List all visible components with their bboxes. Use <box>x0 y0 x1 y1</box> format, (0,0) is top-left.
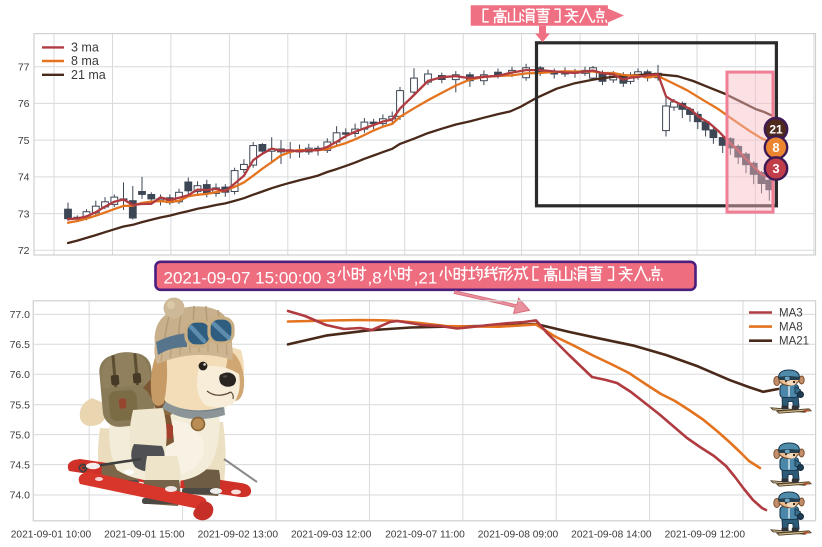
svg-text:2021-09-01 10:00: 2021-09-01 10:00 <box>11 530 92 541</box>
svg-text:76.0: 76.0 <box>10 369 31 381</box>
svg-text:,8: ,8 <box>368 269 382 288</box>
svg-text:75.0: 75.0 <box>10 429 31 441</box>
svg-text:74.5: 74.5 <box>10 459 31 471</box>
svg-text:74.0: 74.0 <box>10 490 31 502</box>
svg-text:2021-09-09 12:00: 2021-09-09 12:00 <box>665 530 746 541</box>
svg-text:75.5: 75.5 <box>10 399 31 411</box>
svg-text:8: 8 <box>772 140 779 155</box>
svg-text:76: 76 <box>18 98 30 110</box>
svg-text:72: 72 <box>18 245 30 257</box>
svg-text:2021-09-08 09:00: 2021-09-08 09:00 <box>478 530 559 541</box>
svg-text:3: 3 <box>772 161 779 176</box>
svg-text:75: 75 <box>18 135 30 147</box>
svg-text:,21: ,21 <box>414 269 438 288</box>
svg-text:8 ma: 8 ma <box>71 54 99 68</box>
svg-text:2021-09-01 15:00: 2021-09-01 15:00 <box>104 530 185 541</box>
svg-text:2021-09-07 11:00: 2021-09-07 11:00 <box>385 530 465 541</box>
svg-text:21: 21 <box>769 123 783 137</box>
svg-text:2021-09-08 14:00: 2021-09-08 14:00 <box>571 530 652 541</box>
svg-text:2021-09-02 13:00: 2021-09-02 13:00 <box>198 530 279 541</box>
svg-text:MA8: MA8 <box>779 322 803 334</box>
svg-text:77: 77 <box>18 61 30 73</box>
svg-text:2021-09-07 15:00:00 3: 2021-09-07 15:00:00 3 <box>164 269 336 288</box>
svg-text:77.0: 77.0 <box>10 309 31 321</box>
svg-text:3 ma: 3 ma <box>71 41 99 55</box>
svg-text:MA21: MA21 <box>779 336 809 348</box>
svg-text:21 ma: 21 ma <box>71 68 106 82</box>
svg-text:73: 73 <box>18 208 30 220</box>
svg-text:76.5: 76.5 <box>10 339 31 351</box>
svg-text:MA3: MA3 <box>779 308 803 320</box>
svg-text:2021-09-03 12:00: 2021-09-03 12:00 <box>291 530 372 541</box>
svg-text:74: 74 <box>18 172 30 184</box>
